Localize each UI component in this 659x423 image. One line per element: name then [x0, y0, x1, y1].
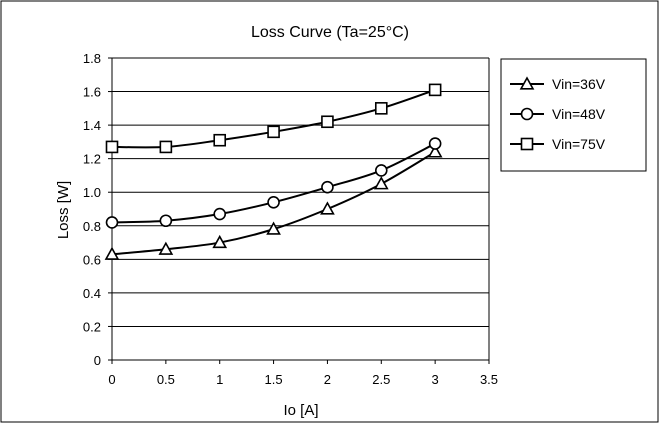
data-point: [428, 83, 442, 97]
y-tick-label: 0.4: [83, 286, 101, 301]
x-axis-label: Io [A]: [283, 402, 318, 419]
legend-marker: [520, 107, 534, 121]
data-point: [213, 207, 227, 221]
y-tick-label: 0.6: [83, 252, 101, 267]
y-axis-label: Loss [W]: [55, 181, 72, 239]
legend-marker: [519, 76, 535, 90]
legend-item: Vin=36V: [510, 76, 606, 92]
x-axis-ticks: 0 0.5 1 1.5 2 2.5 3 3.5: [108, 360, 498, 387]
x-tick-label: 2.5: [372, 372, 390, 387]
x-tick-label: 1: [216, 372, 223, 387]
legend-label: Vin=36V: [552, 76, 606, 92]
x-tick-label: 0.5: [157, 372, 175, 387]
data-point: [267, 195, 280, 209]
data-point: [158, 241, 174, 255]
data-point: [104, 246, 120, 260]
x-tick-label: 1.5: [265, 372, 283, 387]
y-tick-label: 0.8: [83, 219, 101, 234]
x-tick-label: 0: [108, 372, 115, 387]
legend-label: Vin=48V: [552, 106, 606, 122]
legend-label: Vin=75V: [552, 136, 606, 152]
series-triangle: [104, 144, 443, 260]
x-tick-label: 3.5: [480, 372, 498, 387]
data-point: [105, 140, 119, 154]
y-tick-label: 0: [94, 353, 101, 368]
series-circle: [105, 137, 442, 229]
legend-marker: [520, 137, 534, 151]
y-axis-ticks: 0 0.2 0.4 0.6 0.8 1.0 1.2 1.4 1.6 1.8: [83, 51, 112, 368]
data-point: [159, 140, 173, 154]
y-tick-label: 1.6: [83, 85, 101, 100]
data-point: [267, 125, 280, 139]
legend-item: Vin=75V: [510, 136, 606, 152]
data-point: [320, 201, 335, 215]
data-point: [373, 176, 389, 190]
data-point: [427, 144, 443, 158]
y-tick-label: 1.8: [83, 51, 101, 66]
y-tick-label: 0.2: [83, 319, 101, 334]
data-point: [428, 137, 442, 150]
data-point: [212, 234, 228, 249]
x-tick-label: 3: [432, 372, 439, 387]
legend-item: Vin=48V: [510, 106, 606, 122]
series-square: [105, 83, 442, 154]
data-point: [266, 221, 281, 235]
data-point: [374, 102, 388, 115]
y-tick-label: 1.2: [83, 152, 101, 167]
chart-title: Loss Curve (Ta=25°C): [251, 24, 409, 41]
series-layer: [104, 83, 443, 260]
data-point: [213, 133, 227, 147]
data-point: [105, 216, 119, 229]
y-tick-label: 1.4: [83, 118, 101, 133]
y-tick-label: 1.0: [83, 185, 101, 200]
data-point: [374, 164, 388, 177]
legend: Vin=36V Vin=48V Vin=75V: [500, 58, 647, 172]
data-point: [159, 214, 173, 228]
plot-area: [111, 58, 490, 361]
data-point: [321, 115, 334, 129]
x-tick-label: 2: [324, 372, 331, 387]
data-point: [321, 180, 334, 194]
